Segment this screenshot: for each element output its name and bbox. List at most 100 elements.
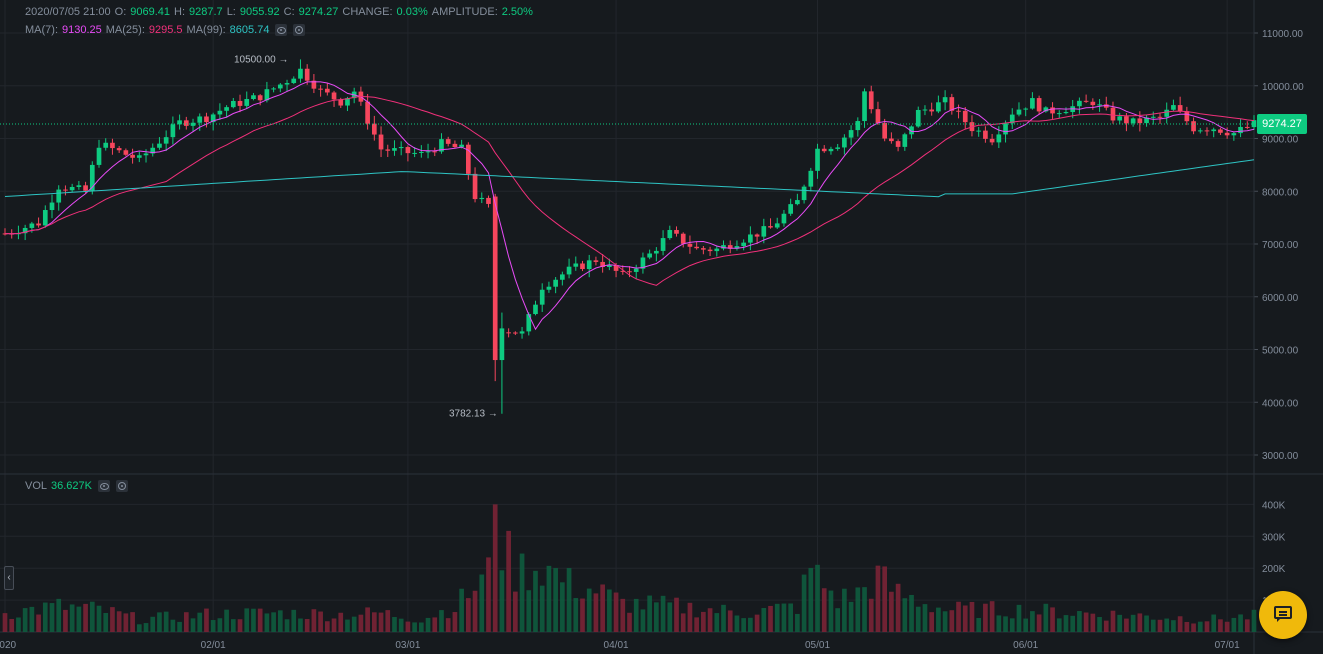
candle-body bbox=[714, 248, 720, 252]
candle-body bbox=[371, 123, 377, 135]
volume-bar bbox=[257, 608, 263, 632]
volume-bar bbox=[472, 590, 478, 632]
candle-body bbox=[795, 200, 800, 205]
volume-bar bbox=[69, 604, 75, 632]
volume-bar bbox=[358, 614, 364, 632]
volume-bar bbox=[1077, 611, 1082, 632]
ma25-line bbox=[4, 95, 1255, 286]
volume-bar bbox=[506, 530, 511, 632]
candle-body bbox=[69, 186, 75, 191]
volume-bar bbox=[318, 611, 323, 632]
settings-icon[interactable] bbox=[116, 480, 128, 492]
ma7-value: 9130.25 bbox=[62, 24, 102, 36]
volume-bar bbox=[915, 606, 921, 632]
candle-body bbox=[1117, 116, 1123, 121]
volume-bar bbox=[983, 603, 988, 632]
volume-bar bbox=[197, 612, 203, 632]
volume-bar bbox=[1103, 620, 1109, 632]
volume-bar bbox=[264, 613, 270, 632]
volume-bar bbox=[405, 621, 411, 632]
candle-body bbox=[707, 249, 713, 252]
high-value: 9287.7 bbox=[189, 6, 223, 18]
candle-body bbox=[170, 124, 176, 138]
time-axis-label: 06/01 bbox=[1013, 640, 1038, 651]
candle-body bbox=[868, 91, 874, 110]
chevron-left-icon[interactable]: ‹ bbox=[4, 566, 14, 590]
chat-button[interactable] bbox=[1259, 591, 1307, 639]
volume-bar bbox=[801, 574, 807, 632]
volume-bar bbox=[761, 608, 767, 632]
ma25-value: 9295.5 bbox=[148, 24, 183, 36]
candle-body bbox=[828, 148, 834, 152]
candle-body bbox=[889, 138, 894, 142]
volume-bar bbox=[163, 611, 169, 632]
candle-body bbox=[224, 107, 229, 111]
candle-body bbox=[1130, 118, 1136, 124]
candle-body bbox=[1103, 104, 1109, 108]
volume-bar bbox=[922, 604, 928, 632]
volume-bar bbox=[89, 601, 95, 632]
settings-icon[interactable] bbox=[293, 24, 306, 36]
candle-body bbox=[244, 98, 250, 106]
candle-body bbox=[190, 122, 196, 126]
volume-bar bbox=[123, 613, 129, 632]
price-axis-label: 9000.00 bbox=[1262, 135, 1299, 146]
ma99-value: 8605.74 bbox=[229, 24, 270, 36]
volume-bar bbox=[36, 614, 41, 632]
volume-bar bbox=[1144, 615, 1149, 632]
volume-bar bbox=[9, 618, 15, 632]
candle-body bbox=[177, 120, 182, 125]
candle-body bbox=[1077, 100, 1082, 107]
candle-body bbox=[1171, 105, 1176, 110]
candle-body bbox=[486, 197, 491, 204]
volume-bar bbox=[889, 591, 894, 632]
candle-body bbox=[110, 142, 115, 149]
volume-bar bbox=[788, 603, 793, 632]
volume-bar bbox=[96, 605, 102, 632]
volume-bar bbox=[1130, 614, 1136, 632]
eye-icon[interactable] bbox=[98, 480, 110, 492]
candle-body bbox=[204, 116, 209, 123]
candle-body bbox=[1023, 108, 1029, 110]
candle-body bbox=[983, 130, 988, 139]
volume-bar bbox=[170, 619, 176, 632]
candle-body bbox=[1177, 105, 1183, 112]
volume-bar bbox=[842, 588, 847, 632]
volume-bar bbox=[1090, 613, 1096, 632]
volume-bar bbox=[976, 617, 982, 632]
eye-icon[interactable] bbox=[275, 24, 288, 36]
time-axis-label: 04/01 bbox=[604, 640, 629, 651]
volume-bar bbox=[902, 598, 908, 632]
volume-bar bbox=[821, 588, 827, 632]
candle-body bbox=[163, 137, 169, 144]
candle-body bbox=[83, 185, 88, 191]
candle-body bbox=[1097, 104, 1102, 106]
candle-body bbox=[513, 332, 518, 334]
candle-body bbox=[29, 223, 35, 228]
candle-body bbox=[96, 147, 102, 165]
volume-bar bbox=[116, 611, 122, 632]
candle-body bbox=[1016, 109, 1022, 115]
open-value: 9069.41 bbox=[130, 6, 171, 18]
volume-bar bbox=[855, 587, 861, 632]
volume-bar bbox=[1251, 609, 1257, 632]
volume-bar bbox=[1036, 614, 1042, 632]
candle-body bbox=[936, 102, 941, 112]
volume-label: VOL bbox=[25, 480, 48, 492]
volume-bar bbox=[553, 568, 558, 632]
volume-bar bbox=[1030, 611, 1035, 632]
candle-body bbox=[566, 266, 572, 275]
volume-bar bbox=[808, 567, 814, 632]
volume-bar bbox=[539, 585, 545, 632]
candle-body bbox=[949, 97, 955, 111]
candle-body bbox=[284, 83, 290, 85]
volume-bar bbox=[150, 616, 156, 632]
candle-body bbox=[345, 98, 350, 106]
candle-body bbox=[1043, 107, 1049, 112]
volume-bar bbox=[1204, 621, 1210, 632]
volume-bar bbox=[63, 609, 68, 632]
volume-bar bbox=[1110, 610, 1116, 632]
volume-bar bbox=[365, 607, 370, 632]
volume-bar bbox=[251, 608, 256, 632]
